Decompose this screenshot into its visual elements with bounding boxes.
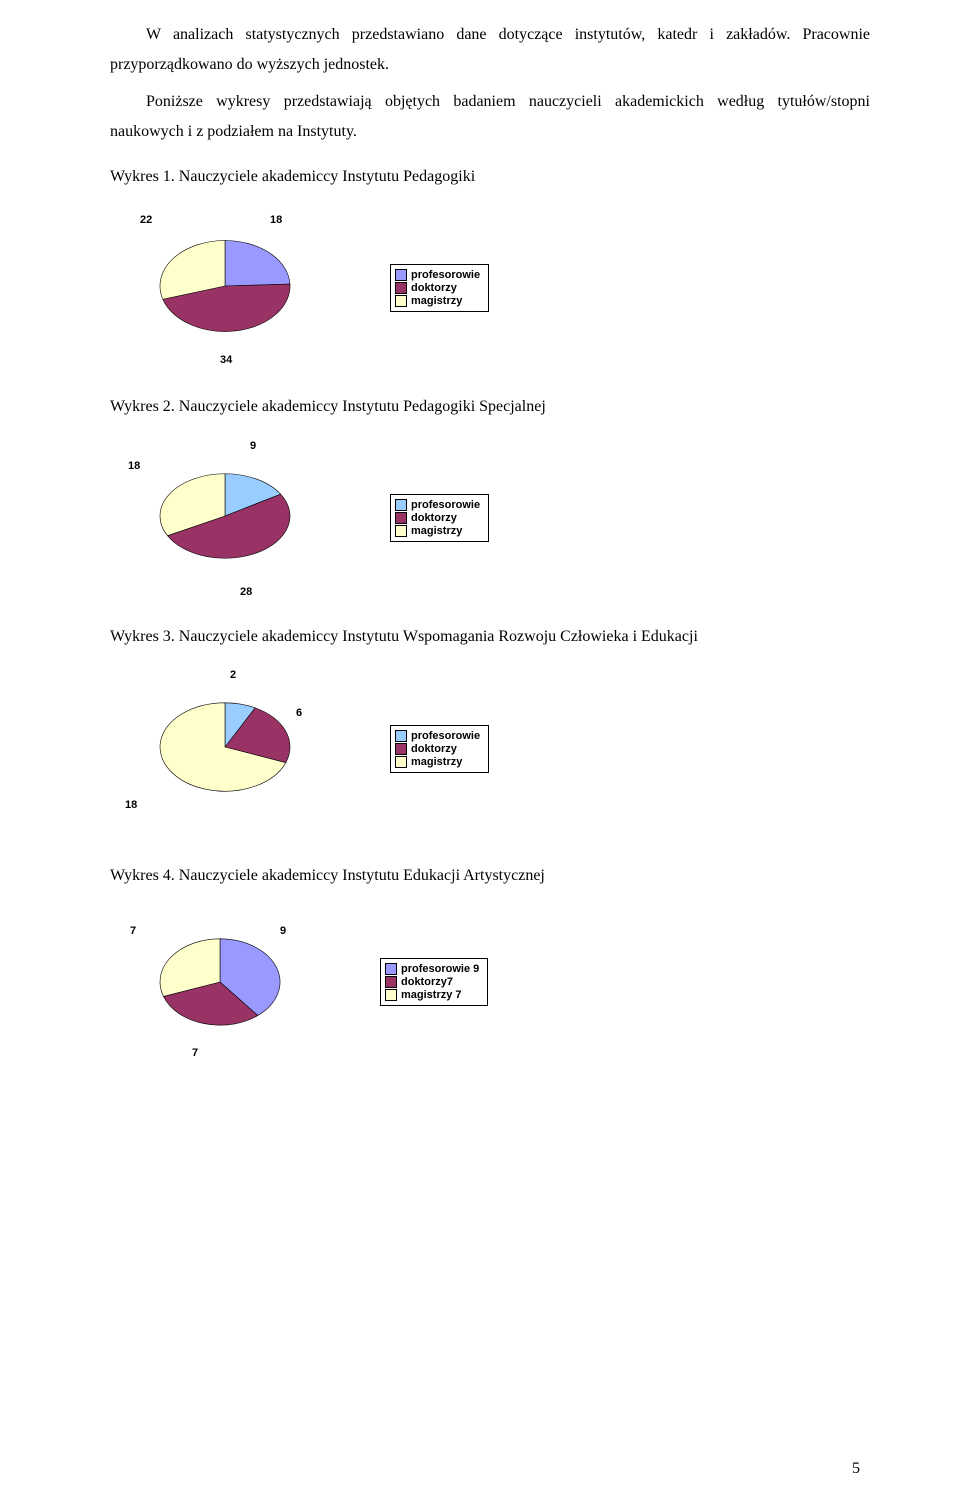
legend-item: profesorowie (395, 269, 480, 281)
chart2-legend: profesorowiedoktorzymagistrzy (390, 494, 489, 542)
chart2-wrap: 9 28 18 profesorowiedoktorzymagistrzy (100, 428, 870, 608)
legend-label: doktorzy (411, 512, 457, 524)
chart1-legend: profesorowiedoktorzymagistrzy (390, 264, 489, 312)
legend-item: magistrzy (395, 295, 480, 307)
chart4-wrap: 9 7 7 profesorowie 9doktorzy7magistrzy 7 (100, 897, 870, 1067)
legend-item: profesorowie (395, 730, 480, 742)
pie-slice (225, 240, 290, 286)
legend-swatch (395, 499, 407, 511)
chart1-caption: Wykres 1. Nauczyciele akademiccy Instytu… (110, 162, 870, 192)
chart3-legend: profesorowiedoktorzymagistrzy (390, 725, 489, 773)
legend-swatch (395, 756, 407, 768)
pie-value-label: 18 (270, 214, 282, 226)
legend-label: profesorowie (411, 269, 480, 281)
legend-swatch (395, 269, 407, 281)
pie-value-label: 2 (230, 669, 236, 681)
pie-value-label: 6 (296, 707, 302, 719)
chart4-caption: Wykres 4. Nauczyciele akademiccy Instytu… (110, 861, 870, 891)
legend-swatch (395, 295, 407, 307)
chart1-wrap: 18 34 22 profesorowiedoktorzymagistrzy (100, 198, 870, 378)
chart1-pie: 18 34 22 (100, 198, 350, 378)
legend-item: doktorzy (395, 282, 480, 294)
pie-value-label: 9 (250, 440, 256, 452)
legend-swatch (385, 989, 397, 1001)
intro-paragraph-1: W analizach statystycznych przedstawiano… (110, 20, 870, 81)
legend-label: magistrzy (411, 525, 462, 537)
pie-value-label: 7 (130, 925, 136, 937)
legend-item: doktorzy7 (385, 976, 479, 988)
chart2-pie: 9 28 18 (100, 428, 350, 608)
pie-value-label: 18 (125, 799, 137, 811)
legend-item: profesorowie (395, 499, 480, 511)
legend-label: magistrzy (411, 295, 462, 307)
legend-label: magistrzy (411, 756, 462, 768)
chart4-pie: 9 7 7 (100, 897, 340, 1067)
legend-label: magistrzy 7 (401, 989, 462, 1001)
chart2-caption: Wykres 2. Nauczyciele akademiccy Instytu… (110, 392, 870, 422)
page-number: 5 (852, 1460, 860, 1478)
legend-label: profesorowie (411, 730, 480, 742)
legend-item: doktorzy (395, 743, 480, 755)
pie-value-label: 7 (192, 1047, 198, 1059)
legend-item: doktorzy (395, 512, 480, 524)
legend-label: profesorowie 9 (401, 963, 479, 975)
legend-label: doktorzy (411, 743, 457, 755)
legend-swatch (395, 525, 407, 537)
pie-value-label: 34 (220, 354, 232, 366)
legend-swatch (395, 512, 407, 524)
chart3-pie: 2 6 18 (100, 659, 350, 839)
legend-label: profesorowie (411, 499, 480, 511)
chart3-wrap: 2 6 18 profesorowiedoktorzymagistrzy (100, 659, 870, 839)
legend-swatch (385, 976, 397, 988)
pie-value-label: 18 (128, 460, 140, 472)
legend-item: profesorowie 9 (385, 963, 479, 975)
legend-label: doktorzy (411, 282, 457, 294)
legend-label: doktorzy7 (401, 976, 453, 988)
chart4-legend: profesorowie 9doktorzy7magistrzy 7 (380, 958, 488, 1006)
legend-swatch (385, 963, 397, 975)
legend-item: magistrzy (395, 525, 480, 537)
legend-swatch (395, 743, 407, 755)
intro-paragraph-2: Poniższe wykresy przedstawiają objętych … (110, 87, 870, 148)
legend-swatch (395, 730, 407, 742)
pie-value-label: 22 (140, 214, 152, 226)
legend-item: magistrzy (395, 756, 480, 768)
chart3-caption: Wykres 3. Nauczyciele akademiccy Instytu… (110, 622, 870, 652)
legend-item: magistrzy 7 (385, 989, 479, 1001)
pie-value-label: 9 (280, 925, 286, 937)
pie-value-label: 28 (240, 586, 252, 598)
legend-swatch (395, 282, 407, 294)
